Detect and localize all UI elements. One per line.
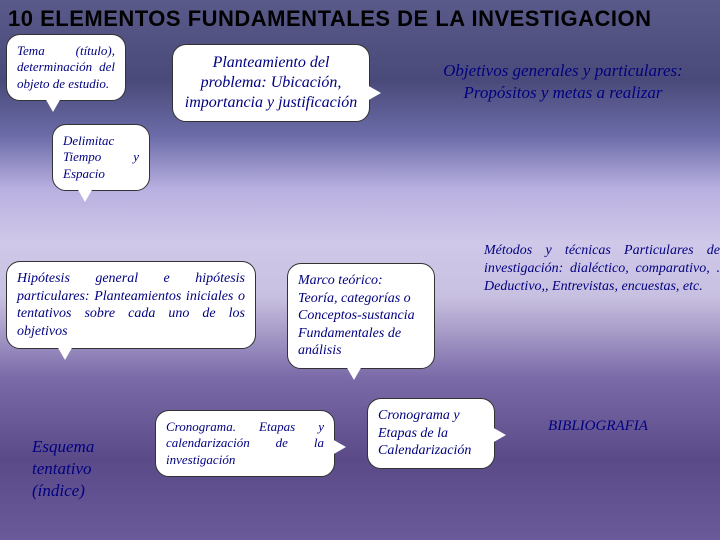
node-planteamiento: Planteamiento del problema: Ubicación, i… xyxy=(172,44,370,122)
node-delimitac: Delimitac Tiempo y Espacio xyxy=(52,124,150,191)
node-esquema: Esquema tentativo (índice) xyxy=(32,436,142,502)
node-objetivos: Objetivos generales y particulares: Prop… xyxy=(418,60,708,104)
node-metodos: Métodos y técnicas Particulares de inves… xyxy=(484,242,720,297)
page-title: 10 ELEMENTOS FUNDAMENTALES DE LA INVESTI… xyxy=(0,0,720,34)
node-marco: Marco teórico: Teoría, categorías o Conc… xyxy=(287,263,435,369)
node-tema: Tema (título), determinación del objeto … xyxy=(6,34,126,101)
node-biblio: BIBLIOGRAFIA xyxy=(548,417,708,437)
node-hipotesis: Hipótesis general e hipótesis particular… xyxy=(6,261,256,349)
node-cronograma1: Cronograma. Etapas y calendarización de … xyxy=(155,410,335,477)
node-cronograma2: Cronograma y Etapas de la Calendarizació… xyxy=(367,398,495,469)
